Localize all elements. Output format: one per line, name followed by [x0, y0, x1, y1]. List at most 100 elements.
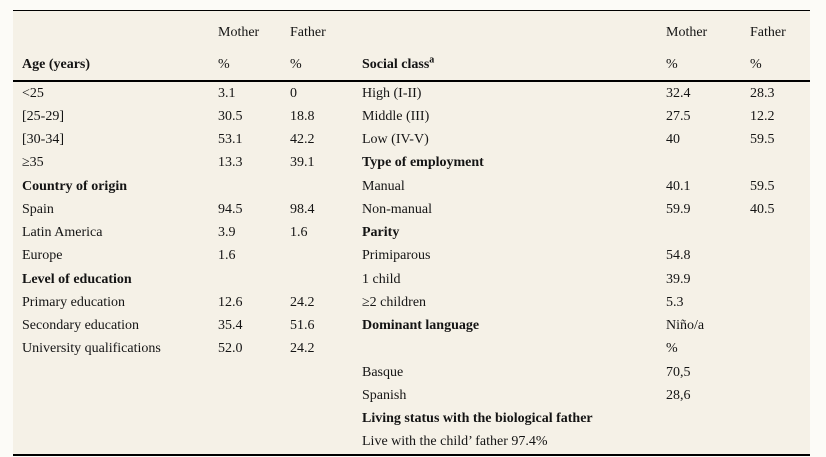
- father-right-cell: [750, 245, 810, 268]
- mother-right-cell: %: [666, 341, 678, 357]
- label-left-cell: Latin America: [22, 225, 103, 241]
- label-right-cell: Basque: [362, 364, 404, 380]
- table-row: Spain 94.5 98.4 Non-manual 59.9 40.5: [13, 198, 810, 221]
- table-row: Basque 70,5: [13, 361, 810, 384]
- mother-right-cell: 54.8: [666, 248, 691, 264]
- table-row: [25-29] 30.5 18.8 Middle (III) 27.5 12.2: [13, 105, 810, 128]
- table-row: University qualifications 52.0 24.2%: [13, 338, 810, 361]
- mother-right-cell: 32.4: [666, 85, 691, 101]
- label-left-cell: Europe: [22, 248, 63, 264]
- father-right-cell: [750, 431, 810, 454]
- mother-left-cell: 12.6: [218, 294, 243, 310]
- label-right-cell: Primiparous: [362, 248, 431, 264]
- header-row-labels: Age (years) % % Social classa % %: [13, 49, 810, 81]
- father-left-cell: [290, 175, 362, 198]
- father-left-cell: [290, 384, 362, 407]
- characteristics-table: Mother Father Mother Father Age (years) …: [13, 11, 810, 454]
- father-left-cell: [290, 361, 362, 384]
- father-left-cell: 1.6: [290, 225, 308, 241]
- mother-right-cell: 40: [666, 132, 680, 148]
- mother-right-cell: Niño/a: [666, 318, 705, 334]
- mother-left-cell: 53.1: [218, 132, 243, 148]
- father-right-cell: [750, 338, 810, 361]
- father-right-cell: 59.5: [750, 132, 775, 148]
- social-class-footnote-marker: a: [429, 53, 435, 65]
- mother-right-cell: 40.1: [666, 178, 691, 194]
- father-right-cell: 59.5: [750, 178, 775, 194]
- label-right-cell: Dominant language: [362, 318, 480, 334]
- father-right-cell: 28.3: [750, 85, 775, 101]
- table-row: Level of education 1 child 39.9: [13, 268, 810, 291]
- mother-right-cell: 59.9: [666, 201, 691, 217]
- label-left-cell: [13, 408, 218, 431]
- label-right-cell: Spanish: [362, 387, 407, 403]
- mother-right-cell: 70,5: [666, 364, 691, 380]
- father-left-cell: 98.4: [290, 201, 315, 217]
- table-row: Europe 1.6 Primiparous 54.8: [13, 245, 810, 268]
- label-right-cell: Middle (III): [362, 108, 430, 124]
- father-left-cell: 18.8: [290, 108, 315, 124]
- father-right-cell: [750, 152, 810, 175]
- mother-right-cell: [666, 222, 750, 245]
- row-header-age: Age (years): [22, 56, 91, 72]
- mother-left-cell: [218, 268, 290, 291]
- mother-left-cell: [218, 408, 290, 431]
- mother-left-cell: [218, 361, 290, 384]
- header-spacer: [13, 11, 218, 49]
- father-left-cell: 42.2: [290, 132, 315, 148]
- label-left-cell: Secondary education: [22, 318, 140, 334]
- mother-left-cell: 3.1: [218, 85, 236, 101]
- father-left-cell: 0: [290, 85, 297, 101]
- table-row: Latin America 3.9 1.6 Parity: [13, 222, 810, 245]
- label-right-cell: Non-manual: [362, 201, 432, 217]
- table-body: <25 3.1 0 High (I-II) 32.4 28.3 [25-29] 30.5 18.…: [13, 81, 810, 454]
- mother-left-cell: [218, 175, 290, 198]
- table-row: ≥35 13.3 39.1 Type of employment: [13, 152, 810, 175]
- table-row: Living status with the biological father: [13, 408, 810, 431]
- father-right-cell: [750, 291, 810, 314]
- label-left-cell: Country of origin: [22, 178, 127, 194]
- row-header-social-class: Social classa: [362, 49, 666, 81]
- label-left-cell: [13, 384, 218, 407]
- label-right-cell: High (I-II): [362, 85, 422, 101]
- table-row: <25 3.1 0 High (I-II) 32.4 28.3: [13, 81, 810, 105]
- label-left-cell: [13, 361, 218, 384]
- label-right-cell: ≥2 children: [362, 294, 427, 310]
- father-right-cell: [750, 408, 810, 431]
- mother-right-cell: 5.3: [666, 294, 684, 310]
- social-class-label: Social class: [362, 56, 430, 72]
- mother-left-cell: 13.3: [218, 155, 243, 171]
- father-left-cell: 51.6: [290, 318, 315, 334]
- father-right-cell: [750, 361, 810, 384]
- father-left-cell: [290, 431, 362, 454]
- father-left-cell: [290, 245, 362, 268]
- label-left-cell: Spain: [22, 201, 54, 217]
- label-right-cell: Type of employment: [362, 155, 484, 171]
- label-left-cell: [25-29]: [22, 108, 64, 124]
- table-row: Spanish 28,6: [13, 384, 810, 407]
- col-header-mother-left: Mother: [218, 25, 260, 40]
- father-left-cell: [290, 408, 362, 431]
- header-spacer: [362, 11, 666, 49]
- percent-header-father-right: %: [750, 56, 762, 72]
- label-left-cell: University qualifications: [22, 341, 161, 357]
- father-left-cell: 39.1: [290, 155, 315, 171]
- mother-right-cell: [666, 431, 750, 454]
- label-right-cell: Parity: [362, 225, 400, 241]
- mother-left-cell: 30.5: [218, 108, 243, 124]
- percent-header-mother-left: %: [218, 56, 230, 72]
- mother-left-cell: 52.0: [218, 341, 243, 357]
- label-right-cell: Manual: [362, 178, 405, 194]
- label-left-cell: [30-34]: [22, 132, 64, 148]
- col-header-father-left: Father: [290, 25, 326, 40]
- father-right-cell: 12.2: [750, 108, 775, 124]
- mother-right-cell: [666, 152, 750, 175]
- father-right-cell: [750, 315, 810, 338]
- mother-left-cell: [218, 384, 290, 407]
- father-left-cell: 24.2: [290, 294, 315, 310]
- demographics-table: Mother Father Mother Father Age (years) …: [13, 10, 810, 456]
- col-header-mother-right: Mother: [666, 25, 708, 40]
- table-row: Country of origin Manual 40.1 59.5: [13, 175, 810, 198]
- father-right-cell: [750, 268, 810, 291]
- label-left-cell: ≥35: [22, 155, 44, 171]
